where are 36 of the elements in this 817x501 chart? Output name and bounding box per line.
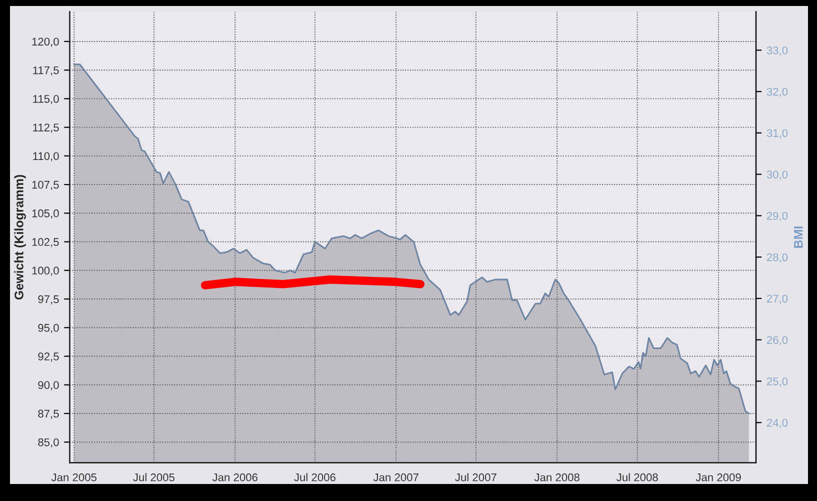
y-tick-label: 115,0 <box>33 94 59 104</box>
y-tick-label: 117,5 <box>33 66 59 76</box>
x-tick-label: Jan 2006 <box>212 473 258 482</box>
y-axis-title: Gewicht (Kilogramm) <box>14 174 26 300</box>
x-tick-label: Jan 2009 <box>696 473 741 482</box>
y2-tick-label: 29,0 <box>766 212 788 222</box>
y-tick-label: 95,0 <box>38 324 59 334</box>
y-tick-label: 107,5 <box>32 180 59 190</box>
y-tick-label: 112,5 <box>33 124 59 133</box>
y-tick-label: 85,0 <box>38 438 59 448</box>
y-tick-label: 90,0 <box>38 381 59 390</box>
x-tick-label: Jul 2005 <box>133 473 174 482</box>
y2-tick-label: 30,0 <box>766 170 788 180</box>
x-tick-label: Jan 2007 <box>373 473 418 482</box>
y-tick-label: 87,5 <box>38 410 59 419</box>
y-tick-label: 92,5 <box>38 352 59 362</box>
y2-tick-label: 28,0 <box>766 253 788 263</box>
y2-tick-label: 24,0 <box>766 418 788 428</box>
x-tick-label: Jul 2006 <box>294 473 336 482</box>
y-tick-label: 105,0 <box>32 209 59 219</box>
y2-tick-label: 33,0 <box>766 46 788 56</box>
y2-tick-label: 32,0 <box>766 88 788 98</box>
y2-axis-title: BMI <box>794 226 803 248</box>
y2-tick-label: 27,0 <box>766 294 788 304</box>
y-tick-label: 110,0 <box>33 152 59 162</box>
y-tick-label: 102,5 <box>32 238 59 248</box>
x-tick-label: Jul 2008 <box>616 473 658 482</box>
x-tick-label: Jan 2005 <box>51 473 97 482</box>
x-tick-label: Jul 2007 <box>455 473 496 482</box>
y2-tick-label: 26,0 <box>766 336 788 346</box>
y-tick-label: 97,5 <box>38 295 59 304</box>
y-tick-label: 100,0 <box>32 266 59 276</box>
y2-tick-label: 31,0 <box>766 129 788 138</box>
x-tick-label: Jan 2008 <box>534 473 580 482</box>
y-tick-label: 120,0 <box>32 38 59 47</box>
y2-tick-label: 25,0 <box>766 377 788 387</box>
